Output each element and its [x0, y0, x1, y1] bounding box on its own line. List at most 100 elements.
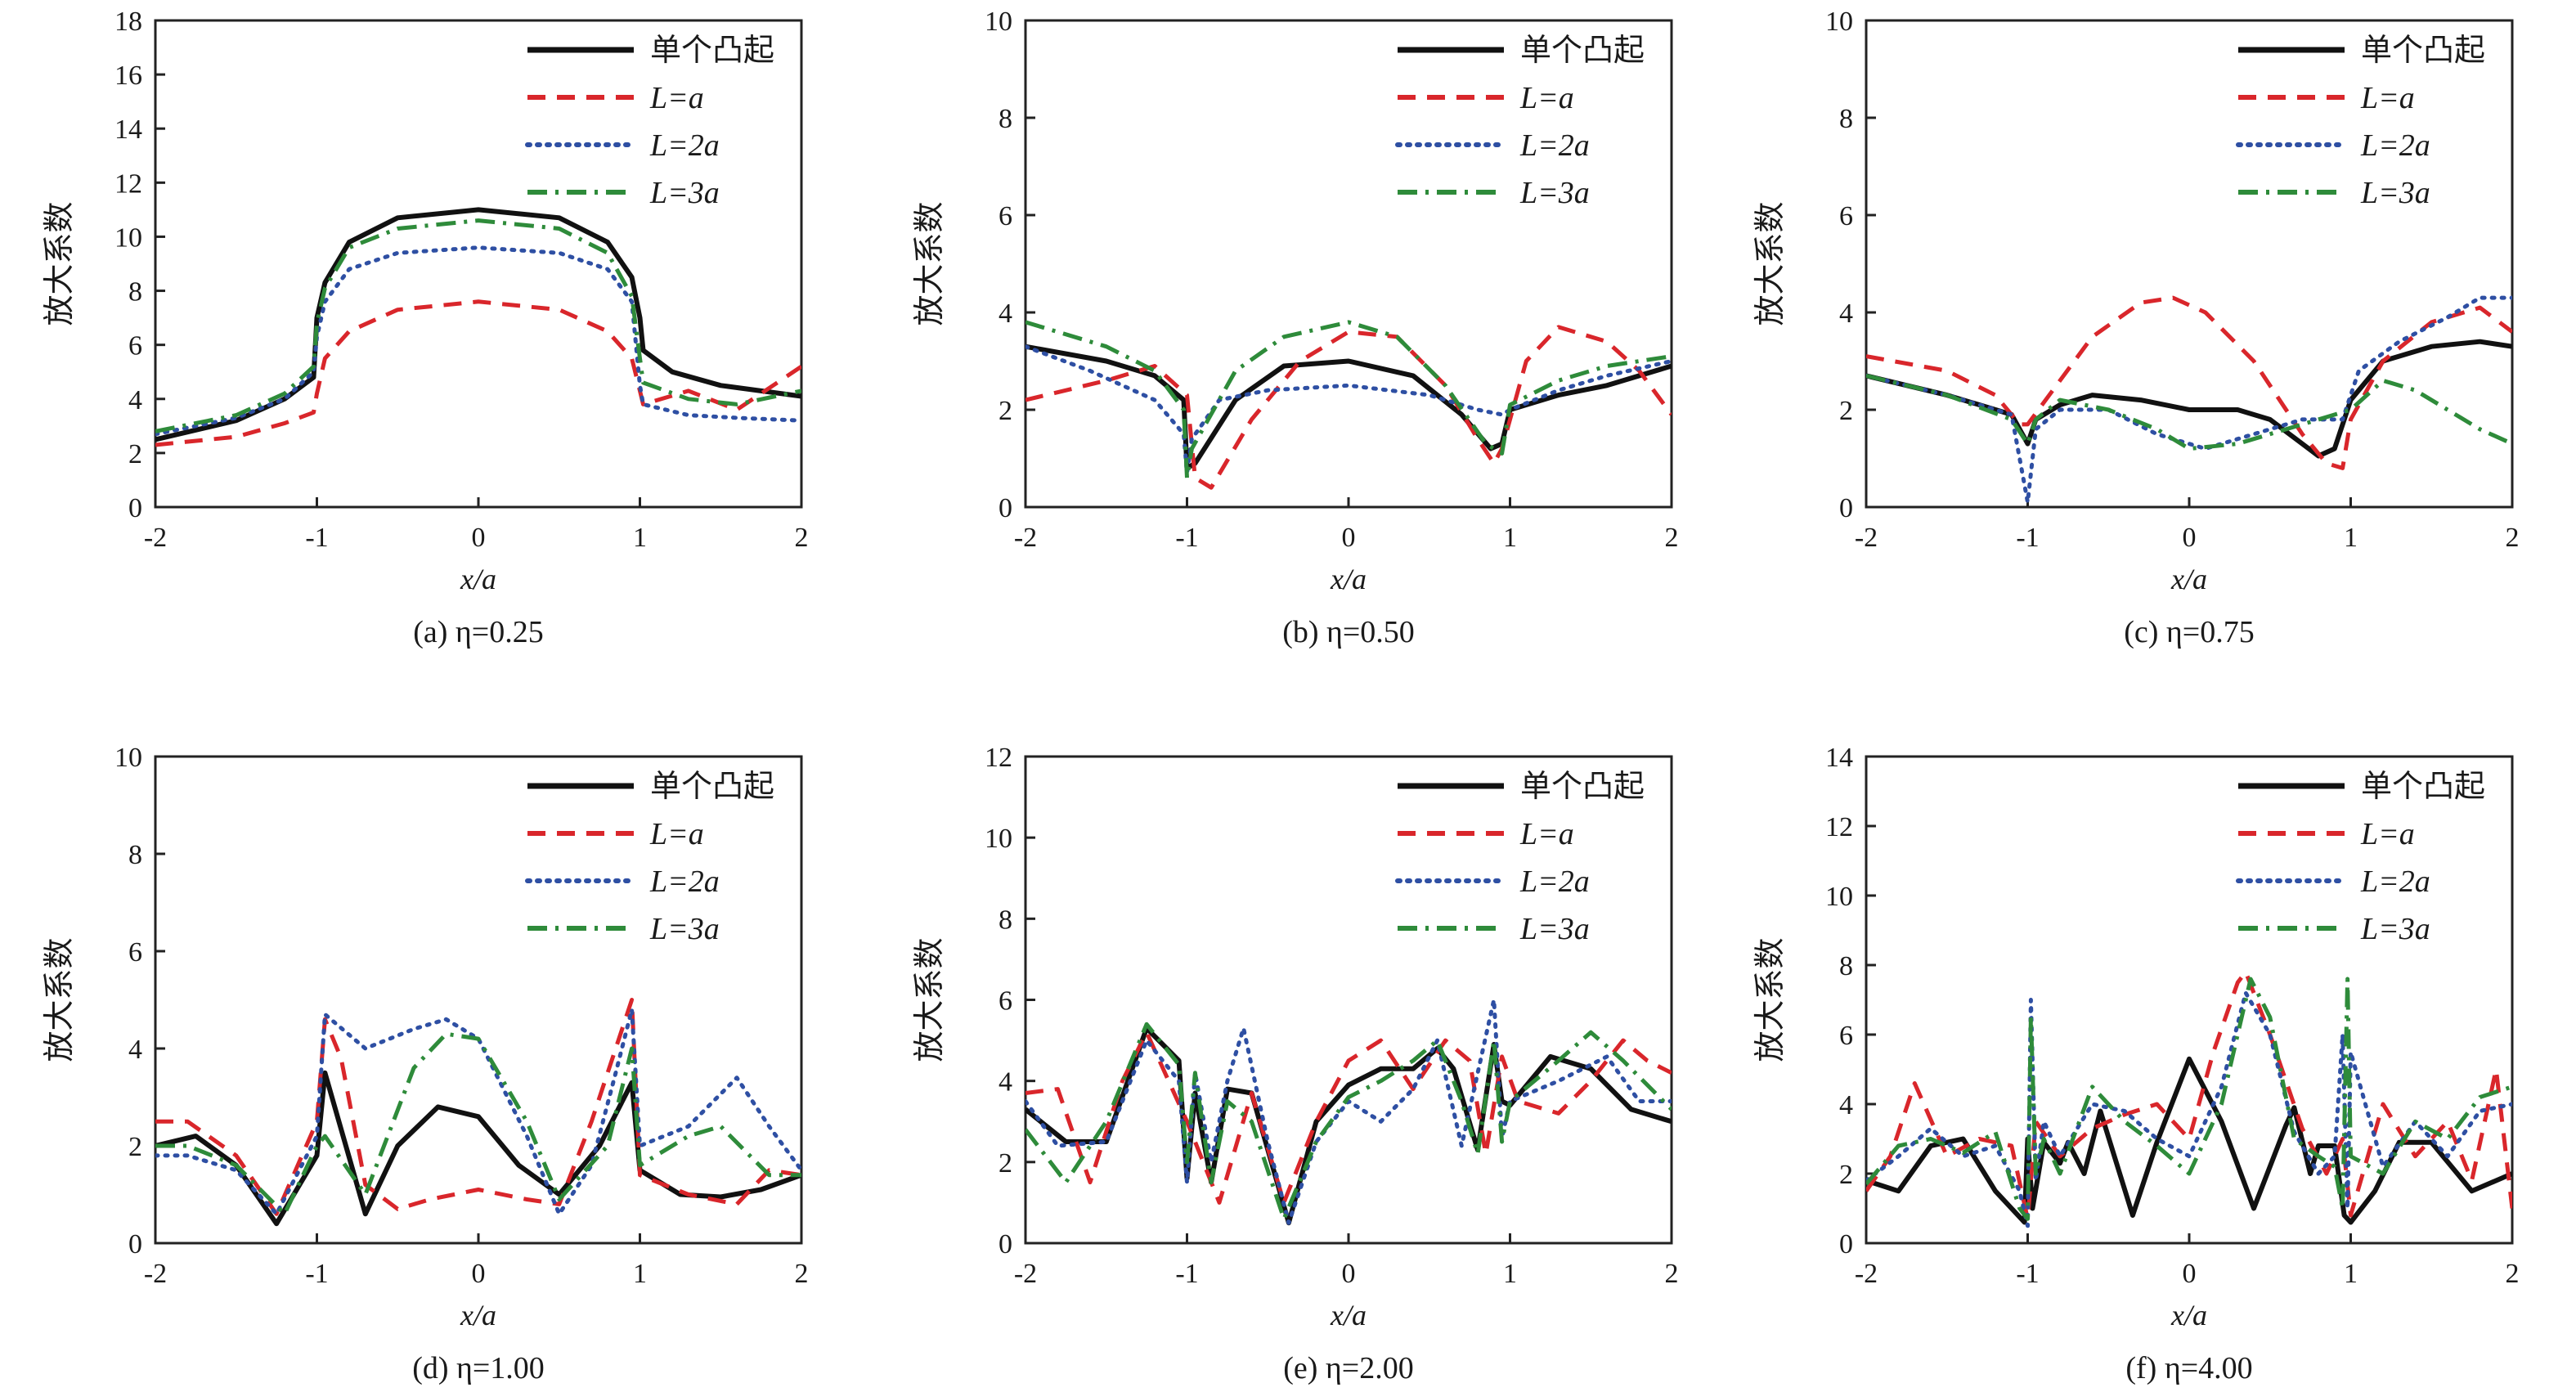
y-tick-label: 4 — [999, 299, 1012, 329]
series-group — [1025, 998, 1672, 1226]
y-tick-label: 0 — [999, 1229, 1012, 1260]
chart-panel-2: -2 -1 0 1 2 0 2 4 6 8 10 x/a 放大系数 (b) η=0.50 单个凸起 L=a L=… — [911, 7, 1679, 649]
series-group — [1866, 295, 2512, 505]
y-tick-label: 16 — [114, 61, 142, 91]
plot-frame — [1024, 19, 1673, 509]
legend-label-1: 单个凸起 — [650, 768, 774, 804]
legend-label-2: L=a — [2360, 817, 2415, 851]
x-tick-label: 1 — [2344, 1259, 2358, 1289]
legend-label-4: L=3a — [1519, 912, 1590, 946]
panel-caption: (d) η=1.00 — [412, 1351, 545, 1385]
legend-label-2: L=a — [649, 81, 704, 115]
y-tick-label: 4 — [1839, 299, 1853, 329]
y-tick-label: 8 — [999, 104, 1012, 134]
legend-label-4: L=3a — [1519, 176, 1590, 210]
x-tick-label: 2 — [1665, 1259, 1679, 1289]
plot-frame — [154, 755, 803, 1245]
y-tick-label: 14 — [1825, 743, 1853, 773]
y-tick-label: 2 — [1839, 1160, 1853, 1190]
y-tick-label: 6 — [1839, 1021, 1853, 1051]
y-tick-label: 0 — [128, 1229, 142, 1260]
series-line-1 — [155, 207, 801, 442]
y-axis-title: 放大系数 — [41, 201, 77, 326]
y-axis-title: 放大系数 — [41, 937, 77, 1062]
legend-label-3: L=2a — [2360, 864, 2430, 899]
series-line-4 — [155, 1031, 801, 1216]
x-tick-label: -1 — [1175, 1259, 1198, 1289]
y-tick-label: 0 — [1839, 1229, 1853, 1260]
panel-caption: (c) η=0.75 — [2124, 615, 2254, 649]
x-tick-label: 1 — [1503, 523, 1517, 553]
y-tick-label: 2 — [999, 1148, 1012, 1179]
legend-label-3: L=2a — [1519, 864, 1590, 899]
x-tick-label: -2 — [1855, 1259, 1878, 1289]
series-line-4 — [155, 218, 801, 433]
series-line-3 — [155, 1007, 801, 1216]
x-tick-label: 0 — [472, 523, 486, 553]
y-tick-label: 8 — [999, 905, 1012, 935]
series-line-4 — [1025, 320, 1672, 480]
x-tick-label: 1 — [2344, 523, 2358, 553]
y-tick-label: 12 — [985, 743, 1012, 773]
y-tick-label: 10 — [1825, 882, 1853, 912]
legend-label-2: L=a — [2360, 81, 2415, 115]
x-tick-label: 0 — [1342, 523, 1356, 553]
y-tick-label: 10 — [114, 222, 142, 253]
y-tick-label: 6 — [999, 201, 1012, 231]
legend: 单个凸起 L=a L=2a L=3a — [525, 32, 774, 210]
x-tick-label: -1 — [2016, 1259, 2039, 1289]
legend-label-4: L=3a — [649, 176, 720, 210]
legend-label-1: 单个凸起 — [1520, 768, 1645, 804]
y-tick-label: 0 — [1839, 493, 1853, 523]
legend: 单个凸起 L=a L=2a L=3a — [525, 768, 774, 946]
x-tick-label: 2 — [2506, 1259, 2520, 1289]
y-tick-label: 8 — [1839, 951, 1853, 981]
series-group — [155, 998, 801, 1227]
legend-label-1: 单个凸起 — [2361, 768, 2485, 804]
panel-caption: (b) η=0.50 — [1282, 615, 1415, 649]
chart-panel-4: -2 -1 0 1 2 0 2 4 6 8 10 x/a 放大系数 (d) η=1.00 单个凸起 L=a L=… — [41, 743, 809, 1385]
x-tick-label: 2 — [2506, 523, 2520, 553]
y-tick-label: 4 — [128, 385, 142, 415]
legend: 单个凸起 L=a L=2a L=3a — [2236, 768, 2485, 946]
series-line-1 — [1866, 1056, 2512, 1225]
series-line-2 — [155, 299, 801, 447]
y-tick-label: 6 — [999, 986, 1012, 1017]
legend-label-1: 单个凸起 — [650, 32, 774, 68]
legend-label-1: 单个凸起 — [2361, 32, 2485, 68]
legend-label-2: L=a — [649, 817, 704, 851]
y-tick-label: 8 — [128, 277, 142, 308]
legend-label-3: L=2a — [2360, 128, 2430, 163]
legend: 单个凸起 L=a L=2a L=3a — [1395, 768, 1645, 946]
series-group — [1025, 320, 1672, 490]
y-tick-label: 2 — [128, 439, 142, 469]
series-line-3 — [1866, 295, 2512, 505]
legend-label-4: L=3a — [2360, 912, 2430, 946]
y-axis-title: 放大系数 — [1752, 201, 1788, 326]
y-tick-label: 18 — [114, 7, 142, 37]
y-tick-label: 10 — [1825, 7, 1853, 37]
series-line-1 — [1025, 344, 1672, 471]
x-axis-title: x/a — [460, 1299, 496, 1331]
y-tick-label: 12 — [114, 168, 142, 199]
legend-label-4: L=3a — [649, 912, 720, 946]
x-tick-label: 0 — [2183, 1259, 2197, 1289]
x-tick-label: -1 — [2016, 523, 2039, 553]
series-group — [155, 207, 801, 447]
legend: 单个凸起 L=a L=2a L=3a — [2236, 32, 2485, 210]
x-tick-label: 2 — [795, 523, 809, 553]
y-tick-label: 4 — [1839, 1090, 1853, 1120]
y-tick-label: 10 — [985, 824, 1012, 854]
series-line-2 — [1025, 1030, 1672, 1205]
panel-caption: (e) η=2.00 — [1283, 1351, 1413, 1385]
y-tick-label: 6 — [128, 937, 142, 968]
y-tick-label: 4 — [128, 1035, 142, 1065]
series-line-2 — [1866, 970, 2512, 1221]
series-group — [1866, 970, 2512, 1228]
x-tick-label: -1 — [305, 523, 328, 553]
series-line-4 — [1025, 1022, 1672, 1221]
